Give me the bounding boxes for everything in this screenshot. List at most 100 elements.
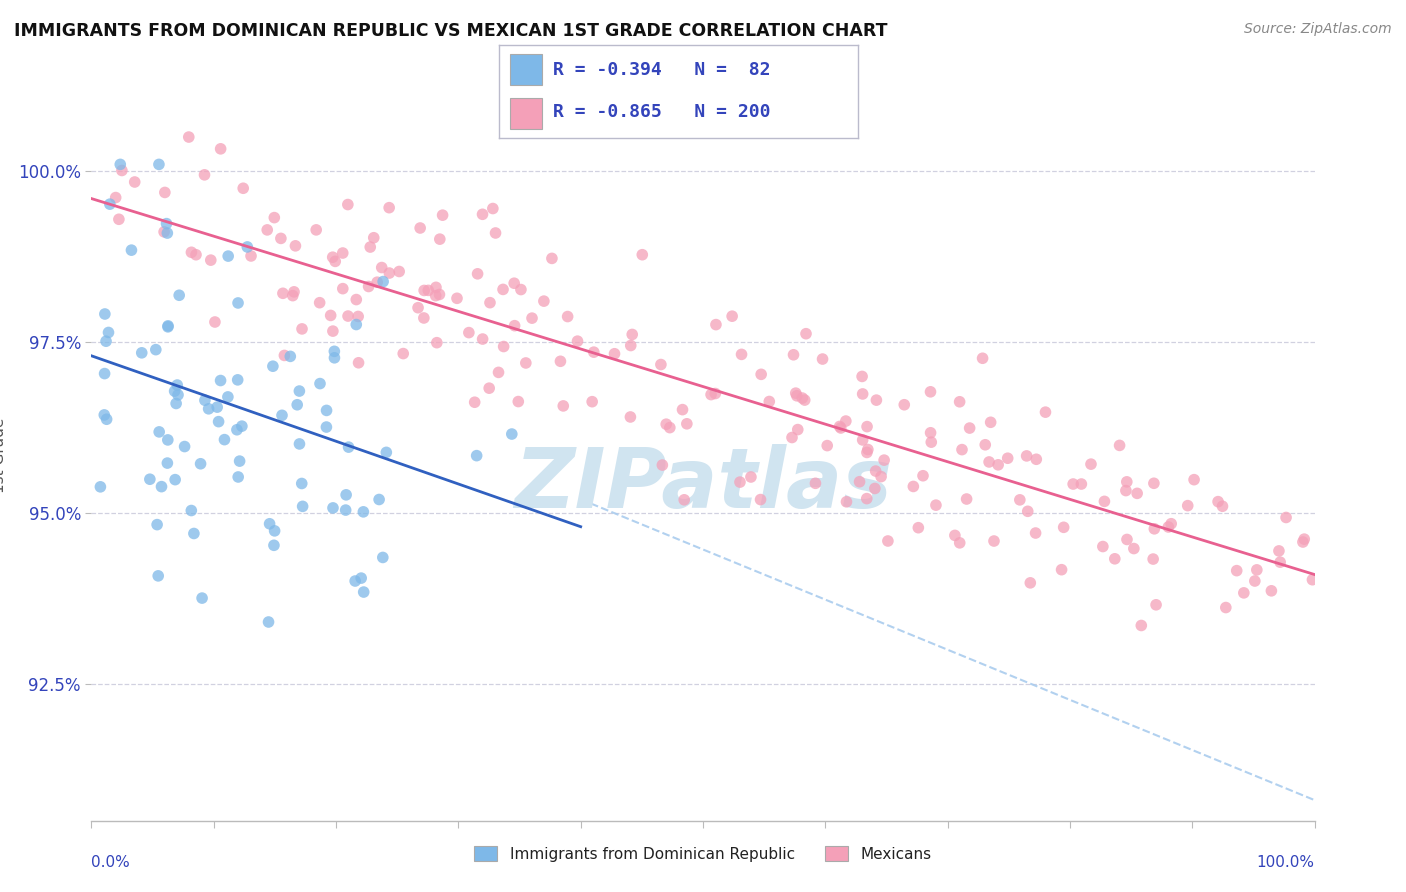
Point: [1177, 499, 1199, 513]
Point: [263, 538, 285, 552]
Point: [232, 181, 254, 195]
Point: [950, 442, 973, 457]
Point: [150, 480, 173, 494]
Point: [550, 354, 572, 368]
Point: [793, 393, 815, 408]
Point: [89, 480, 111, 494]
Point: [373, 275, 395, 289]
Point: [873, 453, 896, 467]
Point: [1094, 494, 1116, 508]
Point: [943, 528, 966, 542]
Point: [98, 197, 121, 211]
Point: [582, 345, 605, 359]
Point: [124, 175, 146, 189]
Point: [974, 438, 997, 452]
Point: [145, 343, 167, 357]
Point: [631, 248, 654, 262]
Point: [209, 374, 232, 388]
Point: [471, 332, 494, 346]
Point: [1104, 551, 1126, 566]
Point: [920, 425, 942, 440]
Point: [288, 384, 311, 398]
Point: [281, 288, 304, 302]
Point: [1008, 492, 1031, 507]
Point: [603, 347, 626, 361]
Point: [167, 288, 190, 302]
Point: [308, 295, 330, 310]
Point: [332, 246, 354, 260]
Point: [370, 260, 392, 275]
Point: [925, 498, 948, 512]
Point: [1108, 438, 1130, 452]
Point: [1182, 473, 1205, 487]
Point: [501, 427, 523, 442]
Point: [270, 231, 292, 245]
Point: [347, 310, 370, 324]
Point: [1215, 600, 1237, 615]
Point: [344, 293, 367, 307]
Point: [226, 470, 249, 484]
Point: [131, 346, 153, 360]
Point: [278, 350, 301, 364]
Point: [488, 365, 510, 379]
Point: [388, 264, 411, 278]
Point: [322, 324, 344, 338]
Point: [335, 488, 357, 502]
Text: IMMIGRANTS FROM DOMINICAN REPUBLIC VS MEXICAN 1ST GRADE CORRELATION CHART: IMMIGRANTS FROM DOMINICAN REPUBLIC VS ME…: [14, 22, 887, 40]
Point: [911, 468, 934, 483]
Point: [503, 277, 526, 291]
Point: [671, 402, 693, 417]
Point: [704, 386, 727, 401]
Text: ZIPatlas: ZIPatlas: [515, 443, 891, 524]
Point: [94, 334, 117, 349]
Point: [1017, 504, 1039, 518]
Point: [173, 440, 195, 454]
Point: [359, 240, 381, 254]
Point: [782, 348, 804, 362]
Point: [165, 473, 187, 487]
Point: [920, 384, 942, 399]
Point: [794, 326, 817, 341]
Point: [1144, 598, 1167, 612]
Point: [97, 326, 120, 340]
Point: [191, 591, 214, 606]
Point: [851, 369, 873, 384]
Point: [581, 394, 603, 409]
Point: [283, 285, 305, 299]
Point: [432, 208, 454, 222]
Point: [1116, 533, 1139, 547]
Point: [758, 394, 780, 409]
Point: [856, 419, 879, 434]
Point: [291, 322, 314, 336]
Point: [835, 414, 858, 428]
Point: [1142, 552, 1164, 566]
Point: [363, 231, 385, 245]
Point: [156, 433, 179, 447]
Point: [478, 381, 501, 395]
Point: [285, 398, 308, 412]
Text: Source: ZipAtlas.com: Source: ZipAtlas.com: [1244, 22, 1392, 37]
Point: [1025, 526, 1047, 541]
Point: [1160, 516, 1182, 531]
Point: [418, 284, 440, 298]
Point: [226, 296, 249, 310]
Point: [120, 243, 142, 257]
Point: [184, 248, 207, 262]
Point: [156, 226, 179, 240]
Point: [1143, 522, 1166, 536]
Point: [828, 419, 851, 434]
Point: [352, 505, 374, 519]
Point: [214, 433, 236, 447]
Point: [291, 500, 314, 514]
Point: [457, 326, 479, 340]
Point: [305, 223, 328, 237]
Point: [183, 526, 205, 541]
Point: [893, 398, 915, 412]
Point: [700, 387, 723, 401]
Point: [353, 585, 375, 599]
Point: [1270, 555, 1292, 569]
Text: 100.0%: 100.0%: [1257, 855, 1315, 870]
Point: [217, 390, 239, 404]
Point: [271, 409, 294, 423]
Point: [650, 358, 672, 372]
